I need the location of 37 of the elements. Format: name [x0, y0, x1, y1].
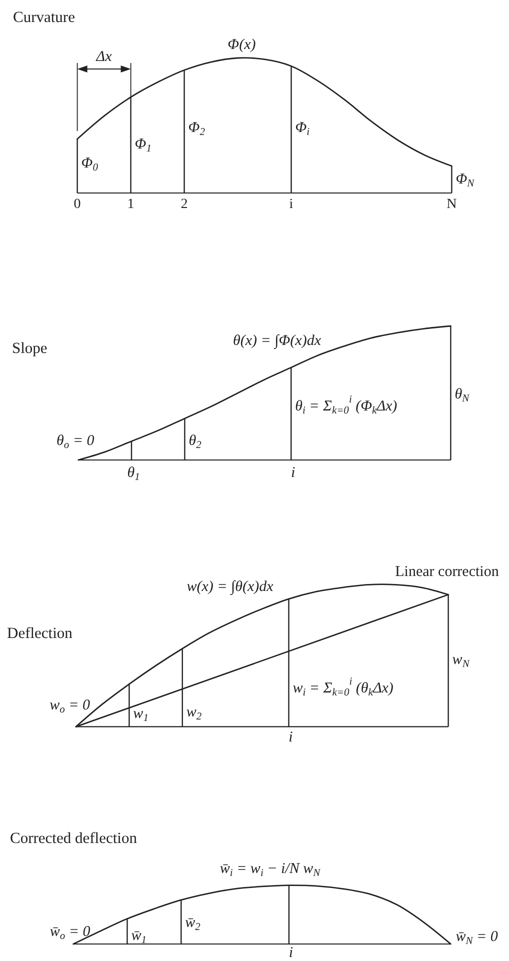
annotation: i: [288, 730, 293, 746]
annotation: w$_{i}$ = Σ$_{k=0}$$^{i}$ (θ$_{k}$Δx): [292, 676, 394, 698]
series-label: w(x) = ∫θ(x)dx: [186, 579, 274, 596]
annotation: i: [291, 465, 296, 481]
annotation: w$_{1}$: [133, 706, 148, 724]
annotation: w$_{N}$: [452, 652, 470, 670]
annotation: θ$_{2}$: [188, 433, 202, 451]
text: Slope: [12, 340, 48, 357]
annotation: Φ$_{0}$: [81, 155, 99, 173]
annotation: w$_{o}$ = 0: [50, 698, 90, 716]
x-tick-label: N: [446, 196, 457, 212]
annotation: Δx: [95, 49, 112, 65]
series-label: Linear correction: [395, 564, 500, 580]
annotation: w̄$_{N}$ = 0: [456, 929, 498, 947]
x-tick-label: i: [289, 196, 294, 212]
annotation: Φ$_{1}$: [134, 136, 152, 154]
chart-title: Curvature: [13, 9, 76, 26]
x-tick-label: 1: [127, 196, 134, 212]
annotation: Φ$_{2}$: [188, 120, 206, 138]
annotation: θ$_{1}$: [127, 465, 140, 483]
text: Deflection: [7, 625, 73, 642]
series-label: θ(x) = ∫Φ(x)dx: [233, 333, 322, 350]
series-label: Φ(x): [228, 37, 256, 53]
annotation: θ$_{N}$: [454, 386, 470, 404]
x-tick-label: 2: [180, 196, 188, 212]
annotation: θ$_{o}$ = 0: [56, 433, 95, 451]
annotation: θ$_{i}$ = Σ$_{k=0}$$^{i}$ (Φ$_{k}$Δx): [295, 394, 398, 416]
annotation: w$_{2}$: [186, 704, 202, 722]
annotation: i: [288, 945, 294, 961]
annotation: Φ$_{i}$: [295, 120, 310, 138]
series-label: w̄$_{i}$ = w$_{i}$ − i/N w$_{N}$: [220, 861, 322, 879]
annotation: w̄$_{1}$: [131, 928, 146, 946]
x-tick-label: 0: [74, 196, 81, 212]
chart-title: Corrected deflection: [10, 830, 138, 847]
annotation: w̄$_{2}$: [185, 914, 202, 933]
annotation: w̄$_{o}$ = 0: [50, 924, 91, 942]
annotation: Φ$_{N}$: [456, 172, 476, 190]
